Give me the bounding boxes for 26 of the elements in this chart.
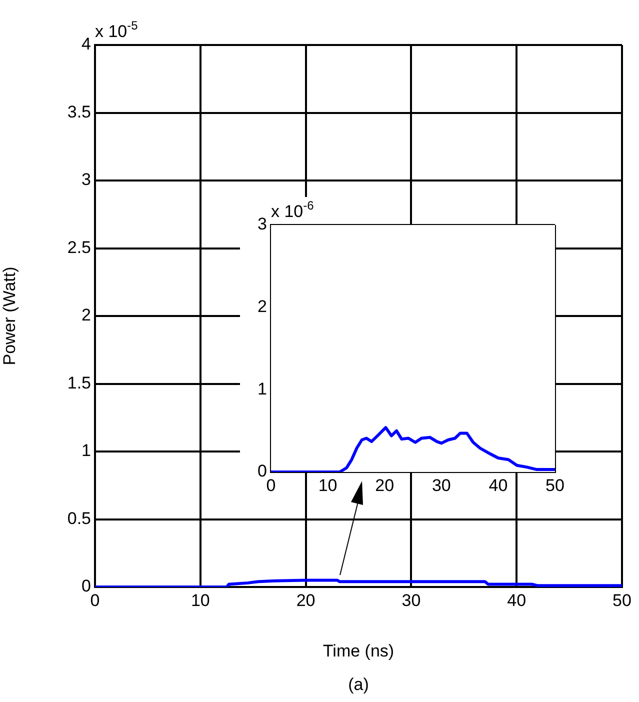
x-tick-label: 20 [296,590,316,610]
x-tick-label: 40 [507,590,526,610]
x-tick-label: 50 [546,476,564,495]
x-tick-label: 50 [612,590,632,610]
y-tick-label: 1 [82,441,91,460]
y-tick-label: 1.5 [67,373,91,392]
y-axis-title: Power (Watt) [0,266,19,366]
x-axis-title: Time (ns) [322,641,394,660]
y-tick-label: 0.5 [67,508,91,528]
x-tick-label: 20 [375,476,394,495]
y-tick-label: 2 [82,306,91,325]
x-tick-label: 40 [488,476,508,495]
x-tick-label: 10 [190,590,210,610]
x-tick-label: 30 [432,476,451,495]
x-tick-label: 30 [402,590,421,610]
y-tick-label: 3.5 [67,102,91,122]
text: (a) [348,675,369,694]
y-tick-label: 4 [82,34,91,54]
y-tick-label: 0 [82,576,91,596]
y-tick-label: 1 [258,379,267,398]
y-tick-label: 0 [258,462,267,481]
y-tick-label: 3 [82,170,91,190]
y-tick-label: 3 [258,214,267,234]
y-tick-label: 2 [258,297,267,316]
x-tick-label: 10 [318,476,338,495]
y-tick-label: 2.5 [67,238,91,257]
